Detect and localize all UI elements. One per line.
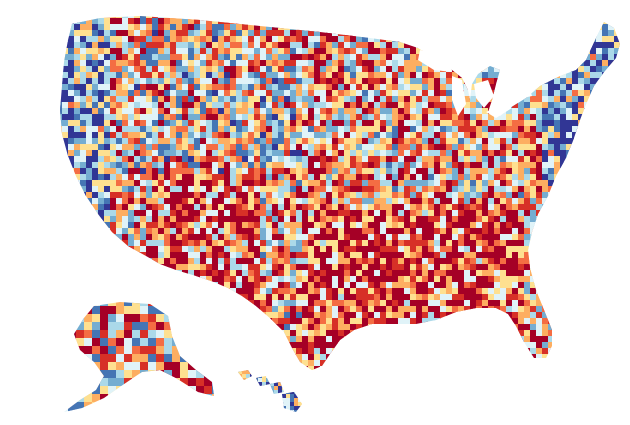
lake-huron bbox=[474, 80, 494, 108]
hawaii-region bbox=[238, 370, 302, 412]
lake-michigan bbox=[452, 76, 466, 116]
great-lakes bbox=[418, 50, 532, 118]
lake-superior bbox=[418, 50, 452, 72]
lake-erie bbox=[486, 104, 512, 118]
alaska-region bbox=[64, 302, 214, 412]
lake-ontario bbox=[512, 90, 532, 100]
